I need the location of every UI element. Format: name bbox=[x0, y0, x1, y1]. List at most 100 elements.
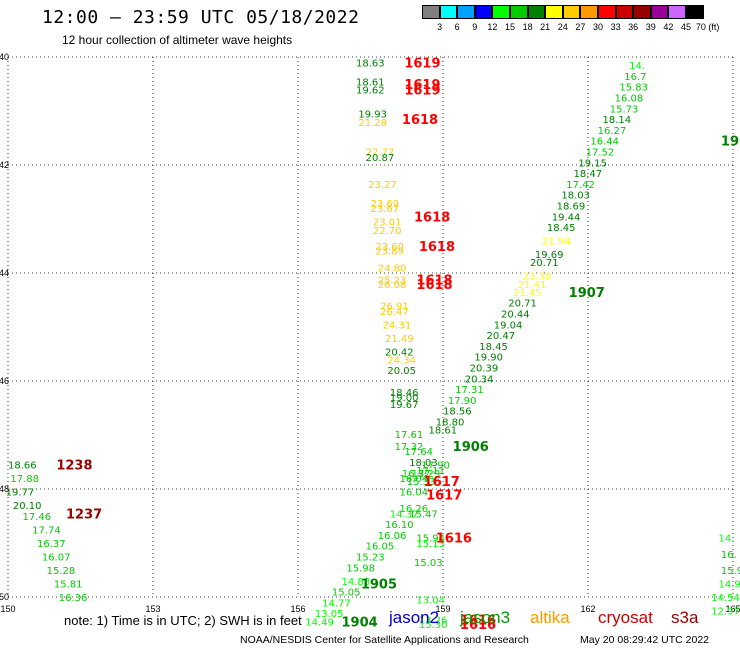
data-label: 19.90 bbox=[474, 353, 503, 364]
data-label: 15.33 bbox=[407, 477, 436, 488]
data-label: 16.05 bbox=[366, 542, 395, 553]
scale-swatch bbox=[474, 5, 493, 19]
scale-label: 15 bbox=[504, 22, 516, 32]
data-label: 18.63 bbox=[356, 58, 385, 69]
data-label: 18.80 bbox=[436, 418, 465, 429]
legend-cryosat: cryosat bbox=[598, 608, 653, 627]
legend-jason2: jason2 bbox=[389, 608, 440, 627]
y-tick-label: -48 bbox=[0, 484, 9, 494]
data-label: 12.97 bbox=[711, 607, 740, 618]
scale-swatch bbox=[668, 5, 686, 19]
data-label: 19.15 bbox=[578, 158, 607, 169]
data-label: 25.23 bbox=[378, 275, 407, 286]
data-label: 26.91 bbox=[380, 301, 409, 312]
data-label: 13.05 bbox=[315, 609, 344, 620]
scale-label: 21 bbox=[540, 22, 551, 32]
data-label: 17.29 bbox=[412, 469, 441, 480]
data-label: 20.47 bbox=[487, 331, 516, 342]
data-label: 20.44 bbox=[501, 310, 530, 321]
data-label: 16.37 bbox=[37, 539, 66, 550]
data-label: 22.70 bbox=[373, 226, 402, 237]
pass-label: 1619 bbox=[404, 56, 440, 71]
data-label: 16.06 bbox=[378, 531, 407, 542]
pass-label: 1616 bbox=[436, 532, 472, 547]
data-label: 23.01 bbox=[373, 218, 402, 229]
data-label: 19.00 bbox=[390, 393, 419, 404]
data-label: 18.03 bbox=[561, 191, 590, 202]
data-label: 14.49 bbox=[305, 617, 334, 628]
x-tick-label: 159 bbox=[435, 604, 450, 614]
data-label: 22.77 bbox=[366, 148, 395, 159]
data-label: 15.83 bbox=[619, 83, 648, 94]
data-label: 23.60 bbox=[375, 242, 404, 253]
scale-label: 36 bbox=[628, 22, 639, 32]
pass-label: 1617 bbox=[424, 475, 460, 490]
scale-swatch bbox=[492, 5, 510, 19]
y-tick-label: -40 bbox=[0, 52, 9, 62]
data-label: 26.08 bbox=[378, 280, 407, 291]
data-label: 18.46 bbox=[390, 388, 419, 399]
data-label: 14. bbox=[719, 534, 735, 545]
data-label: 16.04 bbox=[400, 474, 429, 485]
data-label: 24.31 bbox=[383, 320, 412, 331]
data-label: 18.61 bbox=[429, 426, 458, 437]
data-label: 18.61 bbox=[356, 77, 385, 88]
scale-swatch bbox=[545, 5, 563, 19]
pass-label: 1617 bbox=[426, 488, 462, 503]
data-label: 16.44 bbox=[590, 137, 619, 148]
data-label: 15.81 bbox=[54, 580, 83, 591]
data-label: 16.08 bbox=[615, 94, 644, 105]
data-label: 13.04 bbox=[416, 596, 445, 607]
scale-swatch bbox=[562, 5, 581, 19]
data-label: 18.47 bbox=[574, 169, 603, 180]
data-label: 15.98 bbox=[346, 563, 375, 574]
data-label: 21.94 bbox=[542, 237, 571, 248]
pass-label: 1907 bbox=[569, 286, 605, 301]
data-label: 15.23 bbox=[356, 553, 385, 564]
pass-label: 1238 bbox=[56, 459, 92, 474]
data-label: 15.05 bbox=[332, 588, 361, 599]
footnote: note: 1) Time is in UTC; 2) SWH is in fe… bbox=[64, 613, 302, 628]
chart-subtitle: 12 hour collection of altimeter wave hei… bbox=[62, 33, 293, 47]
data-label: 16.04 bbox=[400, 488, 429, 499]
scale-label: 33 bbox=[610, 22, 621, 32]
data-label: 15.9 bbox=[721, 566, 740, 577]
data-label: 17.61 bbox=[395, 430, 424, 441]
data-label: 14.54 bbox=[711, 593, 740, 604]
x-tick-label: 162 bbox=[580, 604, 595, 614]
data-label: 16.37 bbox=[402, 469, 431, 480]
legend-jason3: jason3 bbox=[460, 608, 511, 627]
data-label: 26.47 bbox=[380, 307, 409, 318]
x-tick-label: 156 bbox=[290, 604, 305, 614]
pass-label: 1905 bbox=[361, 578, 397, 593]
data-label: 23.69 bbox=[371, 199, 400, 210]
scale-label: 30 bbox=[592, 22, 604, 32]
pass-label: 1618 bbox=[414, 210, 450, 225]
data-label: 17.42 bbox=[566, 180, 595, 191]
scale-swatch bbox=[422, 5, 440, 19]
scale-label: 18 bbox=[522, 22, 533, 32]
data-label: 19.77 bbox=[6, 488, 35, 499]
pass-label: 19 bbox=[721, 135, 739, 150]
data-label: 17.88 bbox=[10, 474, 39, 485]
data-label: 13.26 bbox=[419, 616, 448, 627]
x-tick-label: 150 bbox=[0, 604, 15, 614]
y-tick-label: -46 bbox=[0, 376, 9, 386]
data-label: 20.39 bbox=[470, 364, 499, 375]
data-label: 20.05 bbox=[387, 366, 416, 377]
scale-swatch bbox=[633, 5, 651, 19]
data-label: 15.73 bbox=[610, 104, 639, 115]
data-label: 21.28 bbox=[358, 118, 387, 129]
data-label: 20.87 bbox=[366, 153, 395, 164]
scale-label: 3 bbox=[437, 22, 443, 32]
scale-label: 24 bbox=[557, 22, 568, 32]
data-label: 17.32 bbox=[395, 442, 424, 453]
data-label: 23.89 bbox=[375, 246, 404, 257]
pass-label: 1904 bbox=[342, 615, 378, 630]
data-label: 16. bbox=[721, 550, 737, 561]
pass-label: 1618 bbox=[416, 278, 452, 293]
scale-label: 42 bbox=[663, 22, 674, 32]
data-label: 19.93 bbox=[358, 110, 387, 121]
data-label: 23.30 bbox=[523, 272, 552, 283]
